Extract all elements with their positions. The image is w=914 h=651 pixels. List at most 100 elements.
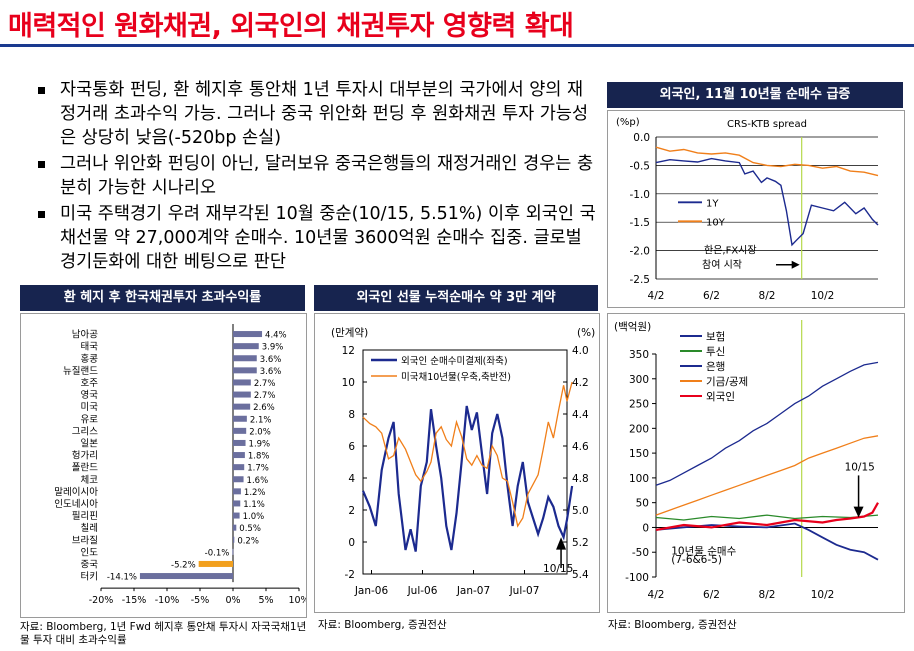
bar-18 (232, 548, 234, 555)
y-tick-label: -1.0 (630, 189, 651, 201)
y-right-tick-label: 4.8 (572, 473, 589, 485)
legend-label-4: 외국인 (706, 391, 735, 403)
y-tick-label: -1.5 (630, 217, 651, 229)
x-tick-label: -10% (155, 595, 180, 606)
bar-20 (139, 573, 233, 580)
bullet-square-icon (38, 161, 45, 168)
category-label: 유로 (81, 414, 99, 425)
panel2-header: 외국인 선물 누적순매수 약 3만 계약 (314, 285, 598, 311)
bar-9 (233, 439, 246, 446)
x-tick-label: -5% (191, 595, 210, 606)
bar-17 (233, 536, 235, 543)
x-tick-label: 10/2 (811, 290, 835, 302)
y-right-tick-label: 4.6 (572, 441, 589, 453)
category-label: 홍콩 (81, 353, 99, 365)
category-label: 태국 (81, 342, 99, 353)
y-unit: (백억원) (614, 321, 651, 333)
y-tick-label: 350 (629, 349, 649, 361)
y-tick-label: 200 (629, 423, 649, 435)
bullet-list: 자국통화 펀딩, 환 헤지후 통안채 1년 투자시 대부분의 국가에서 양의 재… (38, 78, 598, 276)
panel1-source-text: 자료: Bloomberg, 1년 Fwd 헤지후 통안채 투자시 자국국채1년… (20, 621, 307, 646)
y-right-unit: (%) (577, 327, 595, 339)
value-label: -5.2% (171, 560, 196, 570)
bullet-text: 자국통화 펀딩, 환 헤지후 통안채 1년 투자시 대부분의 국가에서 양의 재… (60, 80, 589, 148)
bullet-square-icon (38, 87, 45, 94)
bar-12 (233, 476, 244, 483)
bar-14 (233, 500, 241, 507)
value-label: 3.9% (262, 343, 284, 353)
legend-label-1: 투신 (706, 346, 725, 358)
category-label: 영국 (81, 390, 99, 401)
value-label: 1.0% (243, 512, 265, 522)
x-tick-label: 4/2 (648, 290, 665, 302)
series-line-1 (362, 381, 573, 528)
bar-3 (233, 367, 257, 374)
category-label: 그리스 (72, 426, 98, 437)
value-label: 1.2% (244, 488, 266, 498)
y-right-tick-label: 5.4 (572, 569, 589, 581)
y-tick-label: -50 (632, 547, 649, 559)
bar-13 (233, 488, 241, 495)
y-left-tick-label: -2 (345, 569, 355, 581)
y-tick-label: -2.5 (630, 274, 651, 286)
series-line-4 (655, 502, 879, 531)
panel2-chart-frame: -2 0 2 4 6 8 10 12 5.4 5.2 5.0 4.8 4.6 4.4 4.2 4.0 (만계약)… (314, 313, 600, 613)
value-label: 2.1% (250, 415, 272, 425)
bar-5 (233, 391, 251, 398)
value-label: 2.6% (253, 403, 275, 413)
bar-0 (233, 331, 263, 338)
series-line-1 (655, 146, 879, 177)
annotation-label: 10/15 (845, 461, 875, 473)
annotation-label: 참여 시작 (702, 259, 742, 271)
legend-label-1: 미국채10년물(우축,축반전) (401, 372, 511, 383)
crs-spread-chart: (%p) CRS-KTB spread 0.0 -0.5 -1.0 -1.5 -2.0 -2.… (616, 117, 879, 302)
y-left-tick-label: 12 (342, 345, 355, 357)
y-tick-label: -100 (625, 572, 649, 584)
y-right-tick-label: 4.0 (572, 345, 589, 357)
value-label: 1.6% (247, 476, 269, 486)
x-tick-label: 4/2 (648, 589, 665, 601)
value-label: 4.4% (265, 331, 287, 341)
y-left-tick-label: 8 (348, 409, 355, 421)
x-tick-label: Jul-07 (509, 585, 540, 597)
y-tick-label: 300 (629, 374, 649, 386)
panel4-source: 자료: Bloomberg, 증권전산 (608, 619, 737, 631)
category-label: 인도네시아 (54, 499, 98, 510)
panel1-source: 자료: Bloomberg, 1년 Fwd 헤지후 통안채 투자시 자국국채1년… (20, 621, 310, 647)
x-tick-label: 8/2 (759, 290, 776, 302)
y-tick-label: -2.0 (630, 246, 651, 258)
series-line-0 (655, 157, 879, 247)
legend-label-2: 은행 (706, 361, 725, 373)
category-label: 호주 (81, 378, 99, 389)
title-underline (0, 44, 914, 47)
x-tick-label: Jan-07 (456, 585, 490, 597)
legend-label-1: 10Y (706, 217, 726, 228)
y-right-tick-label: 5.2 (572, 537, 589, 549)
series-line-0 (361, 405, 574, 552)
legend-label-0: 외국인 순매수미결제(좌축) (401, 355, 508, 367)
category-label: 일본 (81, 438, 99, 449)
excess-return-chart: 남아공 4.4% 태국 3.9% 홍콩 3.6% 뉴질랜드 3.6% 호주 2.7% 영국 2.7% 미… (54, 324, 310, 606)
bar-4 (233, 379, 251, 386)
bar-10 (233, 452, 245, 459)
panel3-chart-frame: (%p) CRS-KTB spread 0.0 -0.5 -1.0 -1.5 -2.0 -2.… (607, 110, 905, 308)
panel2-source: 자료: Bloomberg, 증권전산 (318, 619, 447, 631)
annotation-label: 한은,FX시장 (704, 245, 757, 257)
value-label: 1.8% (248, 452, 270, 462)
legend-label-3: 기금/공제 (706, 376, 748, 388)
category-label: 뉴질랜드 (63, 365, 98, 377)
y-left-tick-label: 6 (348, 441, 355, 453)
y-left-tick-label: 4 (348, 473, 355, 485)
legend-label-0: 보험 (706, 331, 725, 343)
x-tick-label: Jan-06 (354, 585, 389, 597)
annotation-arrow-head (853, 506, 864, 518)
annotation-label: 10/15 (543, 563, 573, 575)
value-label: 2.7% (254, 391, 276, 401)
category-label: 체코 (81, 475, 99, 486)
x-tick-label: -15% (122, 595, 147, 606)
page-title: 매력적인 원화채권, 외국인의 채권투자 영향력 확대 (8, 11, 574, 42)
investor-net-buy-chart: (백억원) 350 300 250 200 150 100 50 0 -50 -100 4/2 6/2 8… (614, 320, 879, 601)
annotation-arrow-head (791, 260, 800, 269)
bar-2 (233, 355, 257, 362)
category-label: 인도 (81, 547, 99, 558)
